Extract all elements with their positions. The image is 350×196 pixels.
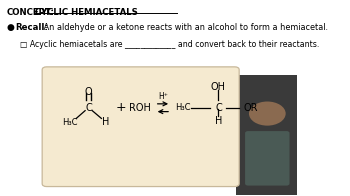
FancyBboxPatch shape xyxy=(42,67,239,187)
Text: OR: OR xyxy=(244,103,258,113)
FancyBboxPatch shape xyxy=(245,131,289,186)
Text: H₃C: H₃C xyxy=(175,103,190,112)
Text: An aldehyde or a ketone reacts with an alcohol to form a hemiacetal.: An aldehyde or a ketone reacts with an a… xyxy=(41,23,328,32)
Text: H: H xyxy=(102,117,110,127)
Text: H⁺: H⁺ xyxy=(158,92,168,101)
Circle shape xyxy=(249,102,286,126)
Text: Recall:: Recall: xyxy=(15,23,48,32)
Text: ROH: ROH xyxy=(129,103,151,113)
Bar xyxy=(236,75,297,195)
Text: CYCLIC HEMIACETALS: CYCLIC HEMIACETALS xyxy=(35,7,138,16)
Text: C: C xyxy=(215,103,222,113)
Text: □ Acyclic hemiacetals are _____________ and convert back to their reactants.: □ Acyclic hemiacetals are _____________ … xyxy=(20,40,319,49)
Text: OH: OH xyxy=(211,82,226,92)
Text: H: H xyxy=(215,116,222,126)
Text: +: + xyxy=(116,101,126,114)
Text: C: C xyxy=(85,103,92,113)
Text: CONCEPT:: CONCEPT: xyxy=(7,7,55,16)
Text: O: O xyxy=(85,87,92,97)
Text: ●: ● xyxy=(7,23,14,32)
Text: H₃C: H₃C xyxy=(63,118,78,127)
